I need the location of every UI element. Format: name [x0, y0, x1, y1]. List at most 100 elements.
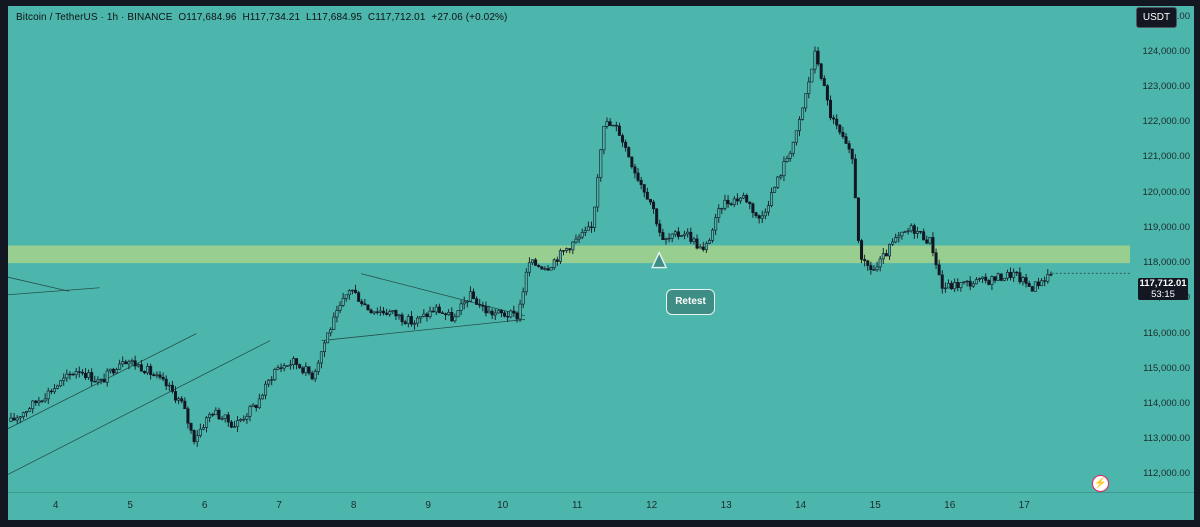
candle-down — [856, 197, 860, 241]
candle-down — [661, 232, 665, 241]
candle-down — [735, 198, 739, 202]
candle-up — [698, 246, 702, 249]
candle-up — [453, 316, 457, 322]
trendline — [8, 340, 271, 475]
candle-up — [195, 435, 199, 443]
candle-up — [770, 192, 774, 206]
low-value: L117,684.95 — [306, 12, 362, 23]
price-tick-label: 118,000.00 — [1143, 257, 1190, 269]
candle-up — [872, 269, 876, 271]
candle-up — [586, 226, 590, 231]
chart-canvas[interactable] — [8, 6, 1130, 492]
candle-up — [105, 370, 109, 383]
retest-pointer — [651, 250, 668, 269]
candle-down — [999, 273, 1003, 281]
candle-up — [797, 119, 801, 132]
candle-up — [1021, 277, 1025, 283]
candle-down — [819, 63, 823, 79]
candle-down — [829, 99, 833, 119]
candle-down — [369, 309, 373, 314]
candle-down — [90, 372, 94, 382]
high-value: H117,734.21 — [242, 12, 301, 23]
candle-down — [68, 373, 72, 376]
candle-up — [664, 238, 668, 241]
retest-callout[interactable]: Retest — [666, 289, 715, 315]
candle-up — [1005, 272, 1009, 279]
candle-down — [409, 316, 413, 325]
candle-down — [515, 312, 519, 320]
candle-up — [304, 366, 308, 374]
candle-up — [257, 398, 261, 408]
trendline — [321, 319, 526, 341]
candle-down — [450, 312, 454, 322]
candle-up — [549, 267, 553, 271]
candle-up — [776, 176, 780, 188]
candle-up — [906, 230, 910, 233]
lightning-icon[interactable]: ⚡ — [1092, 475, 1109, 492]
price-axis[interactable]: 125,000.00124,000.00123,000.00122,000.00… — [1130, 6, 1194, 492]
candle-up — [214, 409, 218, 416]
candle-up — [422, 313, 426, 317]
candle-down — [475, 298, 479, 305]
candle-down — [847, 143, 851, 150]
currency-button[interactable]: USDT — [1136, 7, 1177, 28]
candle-up — [326, 332, 330, 344]
candle-up — [264, 383, 268, 396]
candle-up — [313, 371, 317, 380]
candle-down — [838, 124, 842, 133]
candle-down — [562, 250, 566, 252]
support-resistance-zone — [8, 245, 1130, 264]
candle-down — [170, 384, 174, 392]
last-price-value: 117,712.01 — [1139, 278, 1187, 289]
candle-down — [589, 226, 593, 228]
candle-down — [229, 421, 233, 428]
candle-up — [59, 380, 63, 387]
candle-down — [102, 378, 106, 383]
chart-plot-area[interactable] — [8, 6, 1130, 492]
candle-down — [1043, 280, 1047, 282]
candle-up — [350, 289, 354, 292]
candle-down — [301, 367, 305, 374]
time-tick-label: 14 — [795, 500, 807, 511]
candle-up — [28, 408, 32, 412]
candle-down — [80, 371, 84, 374]
candle-up — [332, 316, 336, 330]
trendline — [8, 287, 100, 296]
candle-up — [121, 361, 125, 365]
candle-up — [18, 416, 22, 419]
candle-down — [161, 376, 165, 380]
candle-up — [15, 417, 19, 421]
candle-up — [372, 311, 376, 314]
candle-down — [853, 158, 857, 199]
candle-down — [816, 50, 820, 65]
candle-down — [701, 246, 705, 251]
candle-up — [378, 310, 382, 313]
candle-down — [1018, 272, 1022, 283]
candle-down — [754, 212, 758, 216]
candle-up — [419, 315, 423, 319]
candle-down — [555, 259, 559, 262]
candle-up — [686, 231, 690, 235]
candle-down — [658, 223, 662, 233]
candle-down — [822, 78, 826, 87]
candle-down — [645, 191, 649, 200]
candle-up — [347, 290, 351, 296]
candle-up — [732, 198, 736, 205]
candle-down — [357, 292, 361, 302]
candle-up — [577, 236, 581, 240]
candle-up — [903, 231, 907, 233]
candle-down — [676, 231, 680, 237]
time-axis[interactable]: 4 5 6 7 8 9 10 11 12 13 14 15 16 17 — [8, 492, 1130, 520]
candle-down — [385, 312, 389, 315]
candle-down — [968, 280, 972, 287]
candle-down — [490, 310, 494, 316]
candle-up — [580, 232, 584, 238]
candle-up — [236, 420, 240, 427]
candle-down — [499, 310, 503, 314]
symbol-name[interactable]: Bitcoin / TetherUS · 1h · BINANCE — [16, 12, 173, 23]
candle-down — [884, 253, 888, 257]
candle-up — [335, 309, 339, 318]
candle-down — [993, 276, 997, 281]
candle-up — [602, 126, 606, 151]
price-tick-label: 120,000.00 — [1142, 186, 1190, 198]
